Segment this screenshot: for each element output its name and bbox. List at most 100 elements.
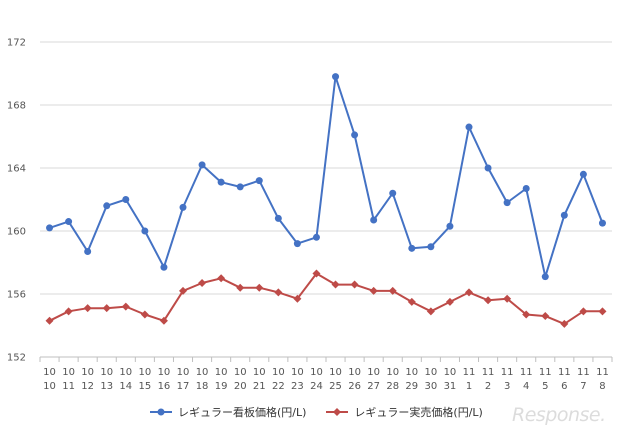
data-point-1 (140, 310, 149, 319)
data-point-0 (351, 131, 359, 139)
data-point-0 (236, 183, 244, 191)
x-tick-label-day: 14 (119, 381, 132, 392)
x-tick-label-day: 13 (100, 381, 113, 392)
x-tick-label-month: 10 (367, 367, 380, 378)
x-tick-label-day: 1 (466, 381, 472, 392)
x-tick-label-month: 10 (100, 367, 113, 378)
data-point-1 (598, 307, 607, 316)
data-point-0 (598, 219, 606, 227)
x-tick-label-month: 10 (215, 367, 228, 378)
data-point-1 (484, 296, 493, 305)
y-tick-label: 160 (7, 227, 26, 238)
data-point-0 (446, 222, 454, 230)
x-tick-label-month: 11 (539, 367, 552, 378)
data-point-0 (465, 123, 473, 131)
data-point-1 (388, 286, 397, 295)
data-point-0 (541, 273, 549, 281)
x-tick-label-month: 11 (501, 367, 514, 378)
x-tick-label-day: 5 (542, 381, 548, 392)
data-point-0 (274, 214, 282, 222)
data-point-1 (159, 316, 168, 325)
data-point-0 (103, 202, 111, 210)
x-tick-label-day: 10 (43, 381, 56, 392)
x-tick-label-day: 22 (272, 381, 285, 392)
x-tick-label-month: 11 (520, 367, 533, 378)
data-point-1 (350, 280, 359, 289)
x-tick-label-day: 8 (599, 381, 605, 392)
y-tick-label: 168 (7, 101, 26, 112)
legend-item-actual-price[interactable]: レギュラー実売価格(円/L) (326, 404, 483, 420)
data-point-0 (312, 233, 320, 241)
data-point-1 (198, 278, 207, 287)
x-tick-label-month: 10 (253, 367, 266, 378)
x-tick-label-day: 23 (291, 381, 304, 392)
x-tick-label-day: 28 (386, 381, 399, 392)
series (45, 73, 607, 328)
data-point-1 (274, 288, 283, 297)
x-tick-label-month: 10 (386, 367, 399, 378)
x-tick-label-day: 3 (504, 381, 510, 392)
data-point-1 (312, 269, 321, 278)
data-point-0 (522, 184, 530, 192)
data-point-1 (179, 286, 187, 295)
x-tick-label-day: 19 (215, 381, 228, 392)
legend-swatch-diamond-icon (326, 408, 349, 416)
data-point-1 (331, 280, 340, 289)
x-tick-label-month: 11 (558, 367, 571, 378)
data-point-0 (503, 199, 511, 207)
response-logo-watermark: Response. (512, 404, 606, 426)
x-tick-label-day: 17 (177, 381, 190, 392)
data-point-0 (160, 263, 168, 271)
data-point-1 (426, 307, 435, 316)
x-tick-label-month: 10 (119, 367, 132, 378)
x-tick-label-day: 7 (580, 381, 586, 392)
data-point-1 (445, 297, 454, 306)
legend-item-list-price[interactable]: レギュラー看板価格(円/L) (150, 404, 306, 420)
data-point-0 (179, 203, 187, 211)
x-tick-label-day: 30 (424, 381, 437, 392)
data-point-0 (579, 170, 587, 178)
data-point-1 (541, 312, 550, 321)
x-tick-label-month: 10 (62, 367, 75, 378)
data-point-0 (122, 196, 130, 203)
x-tick-label-month: 10 (310, 367, 323, 378)
data-point-1 (45, 316, 54, 325)
x-tick-label-day: 20 (234, 381, 247, 392)
x-tick-label-day: 29 (405, 381, 418, 392)
data-point-0 (370, 216, 378, 224)
data-point-1 (83, 304, 92, 313)
y-axis: 152 156 160 164 168 172 (7, 38, 26, 364)
x-tick-label-day: 4 (523, 381, 529, 392)
x-tick-label-day: 18 (196, 381, 209, 392)
x-tick-label-month: 10 (138, 367, 151, 378)
data-point-1 (102, 304, 111, 313)
data-point-1 (579, 307, 588, 316)
legend-label-list-price: レギュラー看板価格(円/L) (178, 406, 307, 419)
x-tick-label-month: 10 (348, 367, 361, 378)
x-tick-label-day: 6 (561, 381, 567, 392)
x-tick-label-day: 16 (158, 381, 171, 392)
x-tick-label-month: 10 (272, 367, 285, 378)
x-tick-label-month: 10 (196, 367, 209, 378)
x-tick-label-day: 31 (444, 381, 457, 392)
y-tick-label: 152 (7, 353, 26, 364)
data-point-1 (522, 310, 531, 319)
x-tick-label-day: 12 (81, 381, 94, 392)
legend-label-actual-price: レギュラー実売価格(円/L) (354, 406, 483, 419)
data-point-0 (408, 244, 416, 252)
x-tick-label-month: 11 (577, 367, 590, 378)
y-tick-label: 172 (7, 38, 26, 49)
x-tick-label-day: 15 (138, 381, 151, 392)
y-tick-label: 156 (7, 290, 26, 301)
data-point-1 (255, 283, 264, 292)
x-tick-label-month: 10 (291, 367, 304, 378)
data-point-0 (217, 178, 225, 186)
x-tick-label-month: 11 (482, 367, 495, 378)
x-tick-label-month: 11 (463, 367, 476, 378)
data-point-0 (332, 73, 340, 81)
x-tick-label-day: 24 (310, 381, 323, 392)
data-point-0 (484, 164, 492, 172)
x-axis: 1010101110121013101410151016101710181019… (39, 357, 613, 392)
x-tick-label-month: 10 (177, 367, 190, 378)
data-point-1 (503, 294, 512, 303)
